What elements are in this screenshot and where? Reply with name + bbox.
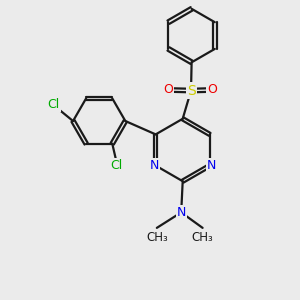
Text: O: O bbox=[163, 83, 173, 97]
Text: CH₃: CH₃ bbox=[146, 231, 168, 244]
Text: O: O bbox=[208, 83, 218, 97]
Text: N: N bbox=[149, 159, 159, 172]
Text: CH₃: CH₃ bbox=[192, 231, 214, 244]
Text: N: N bbox=[206, 159, 216, 172]
Text: S: S bbox=[187, 84, 195, 98]
Text: N: N bbox=[176, 206, 186, 219]
Text: Cl: Cl bbox=[48, 98, 60, 111]
Text: Cl: Cl bbox=[111, 160, 123, 172]
